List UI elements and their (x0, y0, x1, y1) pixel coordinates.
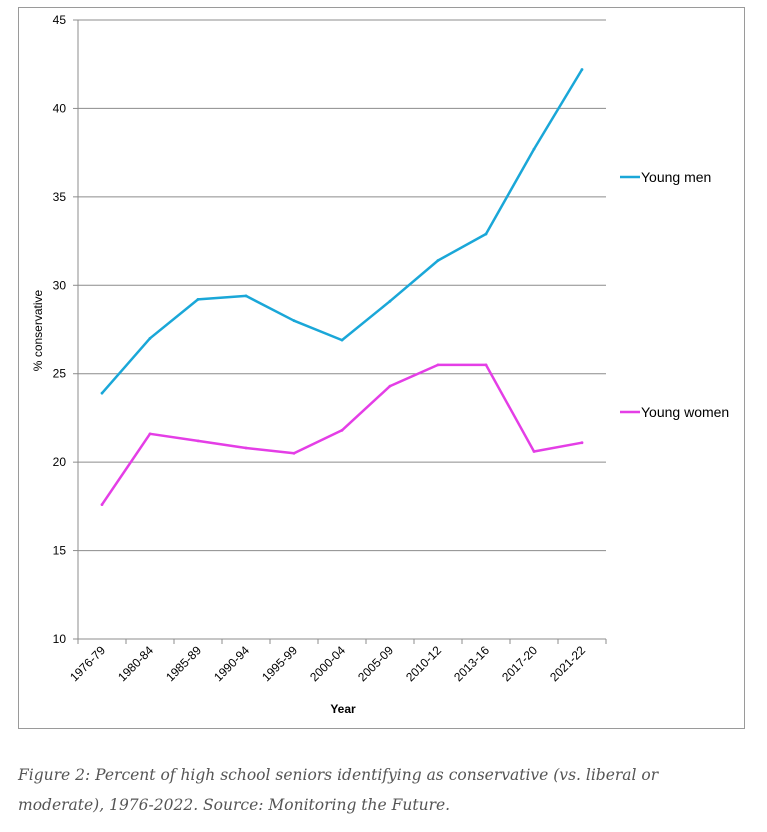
x-tick-label: 2005-09 (355, 643, 396, 684)
y-tick-label: 45 (53, 13, 67, 27)
x-tick-label: 2013-16 (451, 643, 492, 684)
y-tick-label: 20 (53, 455, 67, 469)
data-point (484, 363, 488, 367)
x-tick-labels: 1976-79 1980-84 1985-89 1990-94 1995-99 2000-… (67, 643, 588, 684)
data-point (436, 259, 440, 262)
x-tick-label: 2017-20 (499, 643, 540, 684)
y-tick-label: 15 (53, 544, 67, 558)
data-point (196, 439, 200, 443)
series-line-1 (100, 363, 583, 506)
data-point (580, 441, 584, 445)
y-tick-label: 40 (53, 101, 67, 115)
x-axis-title: Year (330, 702, 356, 716)
y-tick-label: 35 (53, 190, 67, 204)
data-point (100, 391, 104, 395)
data-point (244, 446, 248, 450)
data-point (196, 298, 200, 301)
data-point (580, 68, 584, 71)
data-point (148, 432, 152, 436)
x-tick-label: 1990-94 (211, 643, 252, 684)
y-tick-labels: 10 15 20 25 30 35 40 45 (53, 13, 67, 646)
x-tick-label: 1985-89 (163, 643, 204, 684)
data-point (388, 299, 392, 303)
data-point (244, 294, 248, 298)
y-tick-label: 25 (53, 367, 67, 381)
figure-caption: Figure 2: Percent of high school seniors… (18, 766, 659, 814)
data-point (100, 503, 104, 506)
data-point (340, 338, 344, 342)
data-point (436, 363, 440, 367)
data-point (532, 147, 536, 151)
data-point (292, 319, 296, 323)
x-tick-label: 1980-84 (115, 643, 156, 684)
x-tick-label: 2021-22 (547, 643, 588, 684)
legend-label: Young men (641, 169, 711, 185)
data-point (484, 232, 488, 236)
data-point (532, 450, 536, 453)
y-tick-label: 10 (53, 632, 67, 646)
x-tick-label: 2000-04 (307, 643, 348, 684)
data-point (388, 384, 392, 388)
x-tick-label: 2010-12 (403, 643, 444, 684)
gridlines (73, 19, 607, 644)
x-tick-label: 1976-79 (67, 643, 108, 684)
legend: Young men Young women (620, 169, 729, 420)
chart-frame (18, 7, 745, 729)
y-tick-label: 30 (53, 278, 67, 292)
x-tick-label: 1995-99 (259, 643, 300, 684)
data-point (292, 451, 296, 455)
series-lines (100, 68, 584, 506)
data-point (148, 336, 152, 340)
series-line-0 (101, 68, 584, 395)
y-axis-title: % conservative (31, 289, 45, 371)
data-point (340, 428, 344, 432)
legend-label: Young women (641, 404, 729, 420)
